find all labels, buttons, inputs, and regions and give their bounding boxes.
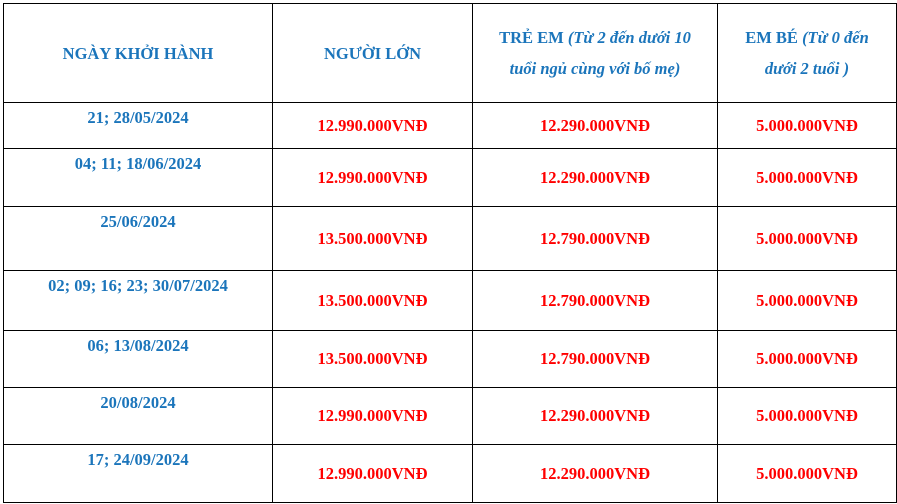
table-row: 04; 11; 18/06/2024 12.990.000VNĐ 12.290.00… bbox=[3, 148, 897, 207]
table-row: 25/06/2024 13.500.000VNĐ 12.790.000VNĐ 5.00… bbox=[3, 206, 897, 271]
adult-price-cell: 12.990.000VNĐ bbox=[272, 387, 473, 445]
departure-date-cell: 21; 28/05/2024 bbox=[3, 102, 273, 149]
table-row: 17; 24/09/2024 12.990.000VNĐ 12.290.000VNĐ… bbox=[3, 444, 897, 503]
header-adult: NGƯỜI LỚN bbox=[272, 3, 473, 103]
child-price-cell: 12.290.000VNĐ bbox=[472, 387, 718, 445]
departure-date-cell: 06; 13/08/2024 bbox=[3, 330, 273, 388]
adult-price-cell: 12.990.000VNĐ bbox=[272, 148, 473, 207]
infant-price-cell: 5.000.000VNĐ bbox=[717, 330, 897, 388]
child-price-cell: 12.790.000VNĐ bbox=[472, 206, 718, 271]
infant-price-cell: 5.000.000VNĐ bbox=[717, 444, 897, 503]
child-price-cell: 12.290.000VNĐ bbox=[472, 102, 718, 149]
departure-date-cell: 25/06/2024 bbox=[3, 206, 273, 271]
child-price-cell: 12.290.000VNĐ bbox=[472, 444, 718, 503]
adult-price-cell: 12.990.000VNĐ bbox=[272, 102, 473, 149]
departure-date-cell: 17; 24/09/2024 bbox=[3, 444, 273, 503]
child-price-cell: 12.290.000VNĐ bbox=[472, 148, 718, 207]
adult-price-cell: 13.500.000VNĐ bbox=[272, 330, 473, 388]
header-label: NGÀY KHỞI HÀNH bbox=[62, 43, 214, 63]
child-price-cell: 12.790.000VNĐ bbox=[472, 330, 718, 388]
adult-price-cell: 13.500.000VNĐ bbox=[272, 206, 473, 271]
adult-price-cell: 12.990.000VNĐ bbox=[272, 444, 473, 503]
child-price-cell: 12.790.000VNĐ bbox=[472, 270, 718, 331]
table-row: 21; 28/05/2024 12.990.000VNĐ 12.290.000VNĐ… bbox=[3, 102, 897, 149]
infant-price-cell: 5.000.000VNĐ bbox=[717, 387, 897, 445]
price-table: NGÀY KHỞI HÀNH NGƯỜI LỚN TRẺ EM (Từ 2 đế… bbox=[3, 3, 897, 503]
header-label: TRẺ EM bbox=[499, 28, 564, 47]
departure-date-cell: 20/08/2024 bbox=[3, 387, 273, 445]
infant-price-cell: 5.000.000VNĐ bbox=[717, 206, 897, 271]
header-label: NGƯỜI LỚN bbox=[323, 43, 422, 63]
header-child: TRẺ EM (Từ 2 đến dưới 10 tuổi ngủ cùng v… bbox=[472, 3, 718, 103]
header-infant: EM BÉ (Từ 0 đến dưới 2 tuổi ) bbox=[717, 3, 897, 103]
table-row: 02; 09; 16; 23; 30/07/2024 13.500.000VNĐ 1… bbox=[3, 270, 897, 331]
adult-price-cell: 13.500.000VNĐ bbox=[272, 270, 473, 331]
header-departure-date: NGÀY KHỞI HÀNH bbox=[3, 3, 273, 103]
departure-date-cell: 02; 09; 16; 23; 30/07/2024 bbox=[3, 270, 273, 331]
header-note: (Từ 0 đến dưới 2 tuổi ) bbox=[764, 28, 869, 78]
table-row: 20/08/2024 12.990.000VNĐ 12.290.000VNĐ 5.00… bbox=[3, 387, 897, 445]
infant-price-cell: 5.000.000VNĐ bbox=[717, 148, 897, 207]
infant-price-cell: 5.000.000VNĐ bbox=[717, 270, 897, 331]
header-label: EM BÉ bbox=[745, 28, 798, 47]
infant-price-cell: 5.000.000VNĐ bbox=[717, 102, 897, 149]
departure-date-cell: 04; 11; 18/06/2024 bbox=[3, 148, 273, 207]
header-note: (Từ 2 đến dưới 10 tuổi ngủ cùng với bố m… bbox=[509, 28, 691, 78]
table-row: 06; 13/08/2024 13.500.000VNĐ 12.790.000VNĐ… bbox=[3, 330, 897, 388]
header-row: NGÀY KHỞI HÀNH NGƯỜI LỚN TRẺ EM (Từ 2 đế… bbox=[3, 3, 897, 103]
